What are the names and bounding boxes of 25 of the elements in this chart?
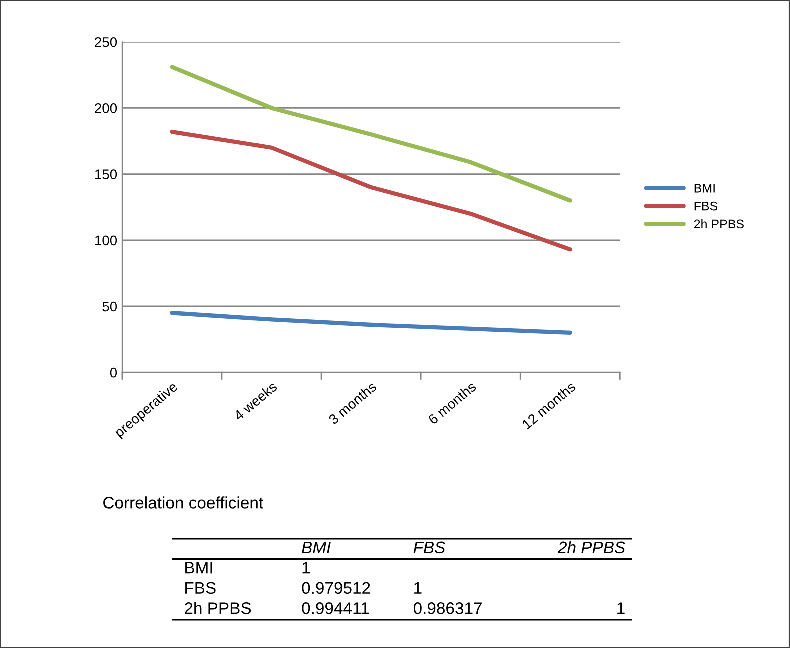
y-tick-label: 250: [95, 37, 118, 48]
y-tick-label: FBS: [186, 582, 216, 594]
data-label: 1: [618, 602, 625, 614]
line-series: [170, 130, 572, 252]
data-label: 0.986317: [414, 602, 482, 614]
x-tick-label: 2h PPBS: [558, 541, 626, 554]
data-label: 0.994411: [302, 602, 369, 614]
y-tick-label: 0: [110, 368, 118, 378]
legend-label: FBS: [694, 202, 718, 211]
y-tick-label: 200: [95, 104, 118, 114]
line-series: [170, 65, 572, 203]
chart-title: Correlation coefficient: [104, 496, 264, 509]
y-tick-label: BMI: [186, 562, 212, 574]
data-label: 0.979512: [302, 582, 370, 594]
x-tick-label: FBS: [414, 542, 446, 554]
y-tick-label: 150: [95, 170, 118, 180]
y-tick-label: 100: [95, 236, 118, 246]
data-label: 1: [414, 582, 422, 594]
legend-label: 2h PPBS: [694, 219, 744, 229]
y-tick-label: 50: [102, 302, 118, 312]
x-tick-label: BMI: [302, 542, 331, 554]
legend-label: BMI: [694, 184, 715, 193]
line-series: [170, 311, 572, 336]
y-tick-label: 2h PPBS: [185, 602, 252, 614]
data-label: 1: [302, 562, 310, 574]
